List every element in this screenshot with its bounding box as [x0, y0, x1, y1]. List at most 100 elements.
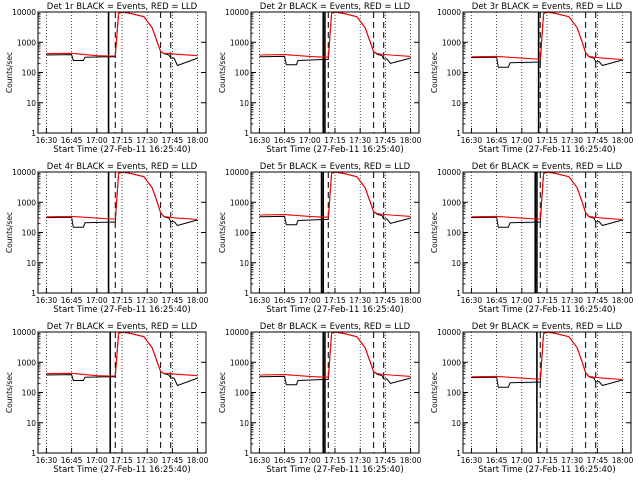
- panel-title: Det 1r BLACK = Events, RED = LLD: [47, 2, 198, 12]
- x-tick-label: 16:30: [249, 456, 271, 465]
- x-tick-label: 18:00: [400, 296, 422, 305]
- x-tick-label: 16:45: [274, 296, 296, 305]
- x-tick-label: 17:15: [324, 136, 346, 145]
- y-tick-label: 10000: [437, 328, 461, 337]
- x-tick-label: 16:30: [36, 456, 58, 465]
- y-tick-label: 100: [447, 69, 462, 78]
- y-tick-label: 1000: [442, 358, 461, 367]
- y-tick-label: 1: [31, 129, 36, 138]
- lld-series-line: [259, 12, 411, 58]
- x-tick-label: 17:00: [511, 296, 533, 305]
- x-tick-label: 17:30: [561, 296, 583, 305]
- x-tick-label: 16:30: [461, 136, 483, 145]
- plot-frame: [250, 11, 420, 134]
- x-tick-label: 17:15: [536, 136, 558, 145]
- panel-title: Det 8r BLACK = Events, RED = LLD: [260, 322, 411, 332]
- x-axis-label: Start Time (27-Feb-11 16:25:40): [266, 305, 403, 315]
- panel-det-9: Det 9r BLACK = Events, RED = LLD 1 10 100 10…: [430, 322, 634, 475]
- y-tick-label: 1000: [442, 38, 461, 47]
- x-tick-label: 17:45: [375, 296, 397, 305]
- x-tick-label: 16:30: [36, 296, 58, 305]
- lld-series-line: [259, 332, 411, 378]
- x-axis-label: Start Time (27-Feb-11 16:25:40): [266, 145, 403, 155]
- y-tick-label: 100: [235, 69, 250, 78]
- plot-frame: [462, 11, 632, 134]
- y-tick-label: 10000: [437, 8, 461, 17]
- y-tick-label: 10: [451, 419, 461, 428]
- x-tick-label: 18:00: [187, 136, 209, 145]
- lld-series-line: [46, 12, 198, 57]
- x-tick-label: 17:00: [86, 296, 108, 305]
- x-tick-label: 18:00: [400, 136, 422, 145]
- plot-frame: [250, 331, 420, 454]
- x-tick-label: 17:15: [324, 296, 346, 305]
- x-tick-label: 17:30: [561, 136, 583, 145]
- x-tick-label: 16:30: [249, 296, 271, 305]
- x-tick-label: 17:45: [375, 136, 397, 145]
- x-tick-label: 16:45: [61, 296, 83, 305]
- panel-det-4: Det 4r BLACK = Events, RED = LLD 1 10 100 10…: [5, 162, 209, 315]
- y-tick-label: 10: [451, 99, 461, 108]
- x-axis-label: Start Time (27-Feb-11 16:25:40): [53, 145, 190, 155]
- x-tick-label: 17:00: [86, 136, 108, 145]
- panel-det-8: Det 8r BLACK = Events, RED = LLD 1 10 100 10…: [218, 322, 422, 475]
- y-axis-label: Counts/sec: [430, 212, 439, 253]
- plot-area: [471, 172, 623, 293]
- plot-frame: [37, 331, 207, 454]
- x-axis-label: Start Time (27-Feb-11 16:25:40): [478, 465, 615, 475]
- x-tick-label: 17:45: [587, 296, 609, 305]
- plot-area: [259, 332, 411, 453]
- x-tick-label: 17:30: [349, 296, 371, 305]
- x-tick-label: 16:45: [61, 456, 83, 465]
- y-tick-label: 1: [456, 129, 461, 138]
- x-tick-label: 17:30: [136, 456, 158, 465]
- plot-area: [259, 12, 411, 133]
- x-tick-label: 17:15: [111, 296, 133, 305]
- y-tick-label: 1: [244, 289, 249, 298]
- y-axis-label: Counts/sec: [218, 52, 227, 93]
- x-tick-label: 17:00: [511, 136, 533, 145]
- events-series-line: [259, 172, 411, 226]
- x-tick-label: 17:45: [587, 136, 609, 145]
- y-tick-label: 10: [239, 259, 249, 268]
- x-tick-label: 16:45: [486, 136, 508, 145]
- y-tick-label: 1: [244, 449, 249, 458]
- panel-title: Det 5r BLACK = Events, RED = LLD: [260, 162, 411, 172]
- y-tick-label: 1: [456, 289, 461, 298]
- y-tick-label: 10000: [12, 168, 36, 177]
- lld-series-line: [471, 172, 623, 221]
- x-tick-label: 17:00: [511, 456, 533, 465]
- x-tick-label: 17:30: [136, 136, 158, 145]
- plot-frame: [462, 171, 632, 294]
- y-tick-label: 10000: [225, 168, 249, 177]
- y-tick-label: 1: [456, 449, 461, 458]
- panel-title: Det 9r BLACK = Events, RED = LLD: [472, 322, 623, 332]
- y-axis-label: Counts/sec: [430, 52, 439, 93]
- panel-det-2: Det 2r BLACK = Events, RED = LLD 1 10 100 10…: [218, 2, 422, 155]
- y-tick-label: 10000: [12, 8, 36, 17]
- y-axis-label: Counts/sec: [5, 52, 14, 93]
- panel-title: Det 3r BLACK = Events, RED = LLD: [472, 2, 623, 12]
- panel-title: Det 4r BLACK = Events, RED = LLD: [47, 162, 198, 172]
- x-axis-label: Start Time (27-Feb-11 16:25:40): [478, 305, 615, 315]
- lld-series-line: [471, 12, 623, 61]
- panel-det-6: Det 6r BLACK = Events, RED = LLD 1 10 100 10…: [430, 162, 634, 315]
- y-axis-label: Counts/sec: [218, 212, 227, 253]
- y-tick-label: 1000: [17, 358, 36, 367]
- x-tick-label: 16:30: [36, 136, 58, 145]
- y-tick-label: 100: [235, 389, 250, 398]
- lld-series-line: [46, 172, 198, 221]
- y-tick-label: 100: [22, 69, 37, 78]
- events-series-line: [259, 12, 411, 66]
- x-tick-label: 16:30: [461, 296, 483, 305]
- x-tick-label: 17:00: [299, 136, 321, 145]
- y-tick-label: 100: [235, 229, 250, 238]
- panel-title: Det 6r BLACK = Events, RED = LLD: [472, 162, 623, 172]
- y-tick-label: 10: [239, 419, 249, 428]
- x-tick-label: 17:45: [162, 296, 184, 305]
- x-axis-label: Start Time (27-Feb-11 16:25:40): [478, 145, 615, 155]
- x-tick-label: 18:00: [187, 296, 209, 305]
- x-tick-label: 16:45: [274, 136, 296, 145]
- y-tick-label: 10000: [225, 8, 249, 17]
